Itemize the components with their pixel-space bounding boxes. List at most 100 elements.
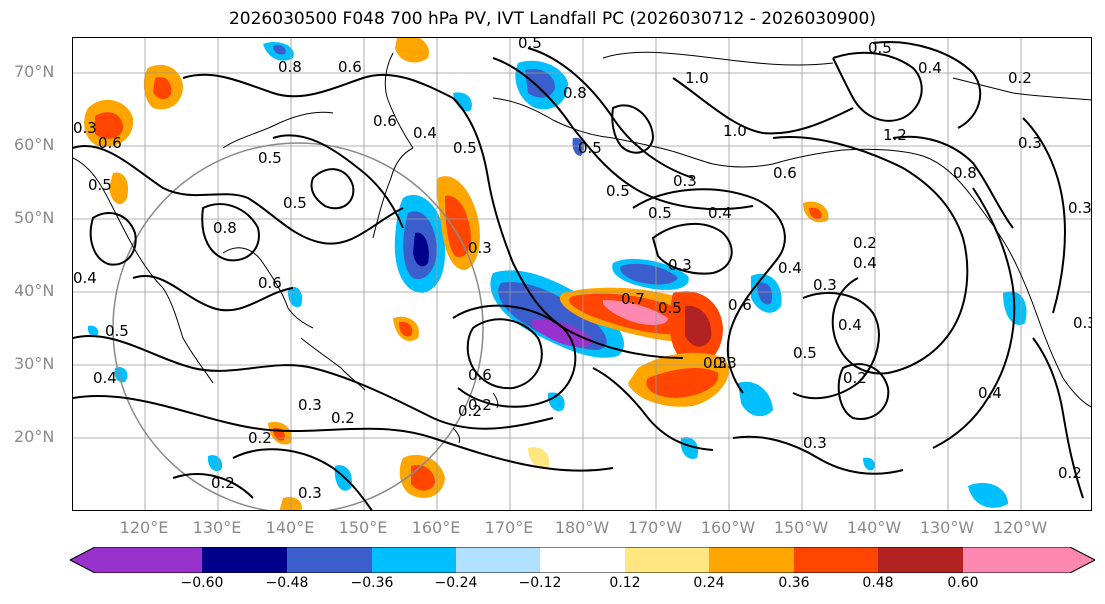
lon-label-150w: 150°W [773, 518, 829, 537]
landfall-radius-circle [112, 142, 484, 510]
contour-label: 0.2 [843, 369, 867, 387]
contour-label: 0.2 [1008, 69, 1032, 87]
colorbar-segment [709, 547, 794, 573]
contour-label: 0.7 [621, 290, 645, 308]
contour-label: 0.3 [673, 172, 697, 190]
colorbar-segment [202, 547, 287, 573]
contour-label: 0.3 [1018, 134, 1042, 152]
lon-label-130w: 130°W [919, 518, 975, 537]
colorbar-tick: −0.24 [434, 575, 478, 591]
contour-label: 0.6 [258, 274, 282, 292]
contour-label: 0.3 [298, 396, 322, 414]
pv-contours [73, 41, 1084, 510]
contour-label: 0.6 [373, 112, 397, 130]
contour-label: 1.0 [685, 69, 709, 87]
contour-label: 0.2 [458, 402, 482, 420]
contour-label: 0.6 [773, 164, 797, 182]
colorbar-segment [287, 547, 372, 573]
contour-label: 0.3 [713, 354, 737, 372]
contour-label: 0.2 [331, 409, 355, 427]
contour-label: 0.5 [793, 344, 817, 362]
contour-label: 1.2 [883, 126, 907, 144]
contour-label: 0.4 [778, 259, 802, 277]
contour-label: 0.3 [468, 239, 492, 257]
contour-label: 0.6 [728, 296, 752, 314]
contour-label: 0.2 [211, 474, 235, 492]
contour-label: 0.3 [1068, 199, 1092, 217]
colorbar-tick: 0.48 [862, 575, 894, 591]
contour-label: 0.5 [578, 139, 602, 157]
contour-label: 0.5 [258, 149, 282, 167]
map-title: 2026030500 F048 700 hPa PV, IVT Landfall… [228, 9, 876, 29]
contour-label: 0.5 [283, 194, 307, 212]
colorbar-segments [70, 547, 1095, 573]
contour-label: 0.5 [105, 322, 129, 340]
lon-label-180w: 180°W [554, 518, 610, 537]
lat-label-60n: 60°N [14, 135, 55, 154]
lon-label-120e: 120°E [119, 518, 169, 537]
colorbar-segment [540, 547, 625, 573]
lon-label-170w: 170°W [627, 518, 683, 537]
contour-label: 0.3 [813, 276, 837, 294]
lon-label-120w: 120°W [992, 518, 1048, 537]
colorbar-tick: 0.60 [947, 575, 979, 591]
contour-label: 0.5 [868, 39, 892, 57]
lon-label-160w: 160°W [700, 518, 756, 537]
contour-label: 0.5 [453, 139, 477, 157]
colorbar-segment [878, 547, 963, 573]
colorbar-extend-low [70, 547, 95, 573]
colorbar-tick: −0.36 [350, 575, 394, 591]
colorbar-tick: −0.12 [518, 575, 562, 591]
contour-label-group: 0.5 0.6 0.8 0.8 0.6 0.4 0.5 1.0 0.4 0.2 … [73, 38, 1092, 502]
contour-label: 0.4 [978, 384, 1002, 402]
lat-label-40n: 40°N [14, 281, 55, 300]
colorbar-tick: 0.12 [609, 575, 641, 591]
contour-label: 0.2 [248, 429, 272, 447]
colorbar [70, 547, 1095, 573]
contour-label: 0.4 [73, 269, 97, 287]
contour-label: 0.4 [413, 124, 437, 142]
pv-shading [84, 38, 1027, 510]
contour-label: 0.8 [563, 84, 587, 102]
contour-label: 0.3 [703, 354, 727, 372]
contour-label: 0.3 [298, 484, 322, 502]
colorbar-tick: 0.24 [693, 575, 725, 591]
contour-label: 0.4 [838, 316, 862, 334]
lat-label-50n: 50°N [14, 208, 55, 227]
contour-label: 0.3 [803, 434, 827, 452]
contour-label: 0.8 [278, 58, 302, 76]
lat-label-30n: 30°N [14, 354, 55, 373]
colorbar-extend-high [1070, 547, 1095, 573]
contour-label: 0.8 [213, 219, 237, 237]
colorbar-segment [456, 547, 540, 573]
graticule [73, 38, 1091, 510]
coastlines [73, 51, 1091, 444]
colorbar-segment [963, 547, 1070, 573]
colorbar-tick: −0.48 [265, 575, 309, 591]
contour-label: 0.5 [648, 204, 672, 222]
colorbar-segment [95, 547, 202, 573]
colorbar-tick: −0.60 [180, 575, 224, 591]
map-panel: 0.5 0.6 0.8 0.8 0.6 0.4 0.5 1.0 0.4 0.2 … [72, 37, 1092, 511]
contour-label: 0.4 [93, 369, 117, 387]
colorbar-tick: 0.36 [778, 575, 810, 591]
lon-label-150e: 150°E [338, 518, 388, 537]
contour-label: 0.2 [853, 234, 877, 252]
colorbar-segment [372, 547, 456, 573]
contour-label: 0.5 [518, 38, 542, 52]
lon-label-140e: 140°E [265, 518, 315, 537]
lon-label-140w: 140°W [846, 518, 902, 537]
contour-label: 0.8 [953, 164, 977, 182]
colorbar-segment [625, 547, 709, 573]
contour-label: 0.5 [606, 182, 630, 200]
contour-label: 0.6 [98, 134, 122, 152]
lon-label-130e: 130°E [192, 518, 242, 537]
lon-label-160e: 160°E [411, 518, 461, 537]
contour-label: 0.3 [1073, 314, 1092, 332]
contour-label: 0.2 [468, 396, 492, 414]
contour-label: 1.0 [723, 122, 747, 140]
contour-label: 0.4 [918, 59, 942, 77]
contour-label: 0.5 [88, 176, 112, 194]
contour-label: 0.2 [1058, 464, 1082, 482]
colorbar-segment [794, 547, 878, 573]
